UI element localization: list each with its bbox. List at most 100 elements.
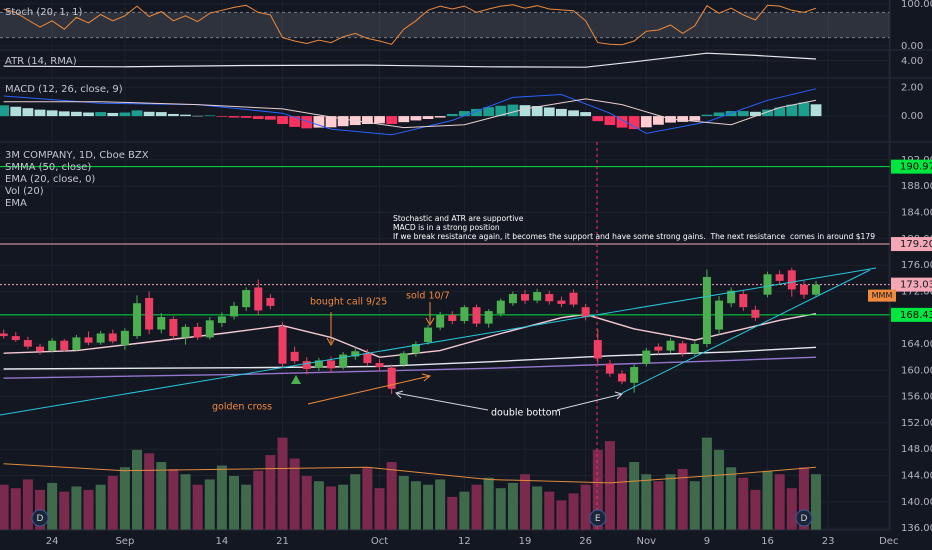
x-tick-label: 23: [822, 536, 835, 547]
macd-bar: [689, 116, 701, 121]
macd-bar: [762, 109, 773, 117]
price-label: 190.97: [900, 162, 932, 173]
volume-bar: [532, 486, 543, 530]
candle-body: [133, 303, 142, 337]
price-label: 173.03: [900, 280, 932, 291]
volume-bar: [410, 481, 421, 530]
macd-bar: [568, 110, 579, 117]
volume-bar: [289, 458, 300, 530]
macd-bar: [180, 114, 191, 117]
y-tick-label: 140.00: [901, 497, 932, 508]
volume-bar: [459, 491, 470, 530]
legend: EMA: [5, 198, 27, 209]
legend: ATR (14, RMA): [5, 56, 77, 67]
volume-bar: [556, 500, 567, 530]
annotation: double bottom: [491, 408, 561, 419]
macd-bar: [131, 110, 143, 117]
y-tick-label: 148.00: [901, 444, 932, 455]
volume-bar: [483, 477, 494, 530]
volume-bar: [386, 462, 397, 530]
annotation: golden cross: [212, 402, 272, 413]
event-marker: [31, 509, 49, 527]
y-tick-label: 152.00: [901, 418, 932, 429]
volume-bar: [83, 489, 94, 530]
macd-bar: [543, 107, 555, 117]
candle-body: [545, 294, 554, 302]
macd-bar: [192, 115, 204, 117]
macd-bar: [374, 116, 385, 124]
chart-title: 3M COMPANY, 1D, Cboe BZX: [5, 150, 149, 161]
macd-bar: [46, 110, 58, 117]
volume-bar: [726, 467, 737, 530]
macd-bar: [398, 116, 410, 123]
macd-bar: [774, 107, 786, 117]
volume-bar: [216, 465, 227, 530]
macd-bar: [750, 111, 761, 117]
macd-bar: [471, 108, 482, 117]
y-tick-label: 164.00: [901, 339, 932, 350]
macd-bar: [446, 113, 458, 117]
x-tick-label: Dec: [879, 536, 898, 547]
volume-bar: [144, 453, 155, 530]
volume-bar: [520, 474, 531, 530]
macd-bar: [313, 116, 325, 128]
macd-bar: [653, 116, 664, 125]
macd-bar: [58, 111, 70, 117]
macd-bar: [422, 116, 434, 119]
candle-body: [702, 276, 711, 344]
volume-bar: [592, 449, 603, 530]
candle-body: [375, 363, 384, 368]
y-tick-label: 0.00: [901, 41, 923, 52]
candle-body: [751, 309, 760, 318]
macd-bar: [289, 116, 301, 127]
volume-bar: [253, 470, 264, 530]
y-tick-label: 172.00: [901, 286, 932, 297]
ma-line: [3, 346, 817, 370]
macd-bar: [361, 116, 373, 125]
volume-bar: [435, 479, 446, 530]
volume-bar: [471, 484, 482, 530]
macd-bar: [483, 107, 495, 117]
candle-body: [84, 337, 93, 343]
volume-bar: [580, 484, 591, 530]
candle-body: [472, 307, 481, 324]
x-tick-label: 21: [276, 536, 289, 547]
candle-body: [339, 354, 348, 368]
volume-bar: [604, 441, 615, 530]
volume-bar: [653, 481, 664, 530]
volume-bar: [544, 491, 555, 530]
y-tick-label: 2.00: [901, 82, 923, 93]
stoch-line: [3, 4, 817, 46]
volume-bar: [156, 462, 167, 530]
macd-bar: [798, 102, 810, 117]
candle-body: [363, 353, 372, 364]
event-marker: [795, 509, 813, 527]
macd-bar: [0, 105, 10, 117]
candle-body: [618, 373, 627, 382]
volume-bar: [750, 489, 761, 530]
candle-body: [193, 326, 202, 338]
price-label-box: [891, 237, 932, 252]
trend-line: [621, 269, 871, 394]
candle-body: [581, 307, 590, 318]
candle-body: [0, 333, 8, 337]
volume-bar: [786, 488, 797, 530]
candle-body: [484, 311, 493, 324]
candle-body: [266, 297, 275, 306]
volume-bar: [59, 491, 70, 530]
candle-body: [230, 305, 239, 317]
volume-bar: [811, 474, 822, 530]
legend: EMA (20, close, 0): [5, 174, 95, 185]
y-tick-label: 4.00: [901, 56, 923, 67]
macd-bar: [786, 104, 798, 117]
macd-bar: [531, 106, 543, 117]
candle-body: [690, 344, 699, 354]
volume-bar: [132, 449, 143, 530]
y-tick-label: 144.00: [901, 471, 932, 482]
legend: Vol (20): [5, 186, 44, 197]
volume-bar: [338, 484, 349, 530]
macd-bar: [95, 112, 107, 117]
macd-bar: [616, 116, 628, 128]
volume-bar: [738, 477, 749, 530]
symbol-box: [868, 289, 896, 302]
